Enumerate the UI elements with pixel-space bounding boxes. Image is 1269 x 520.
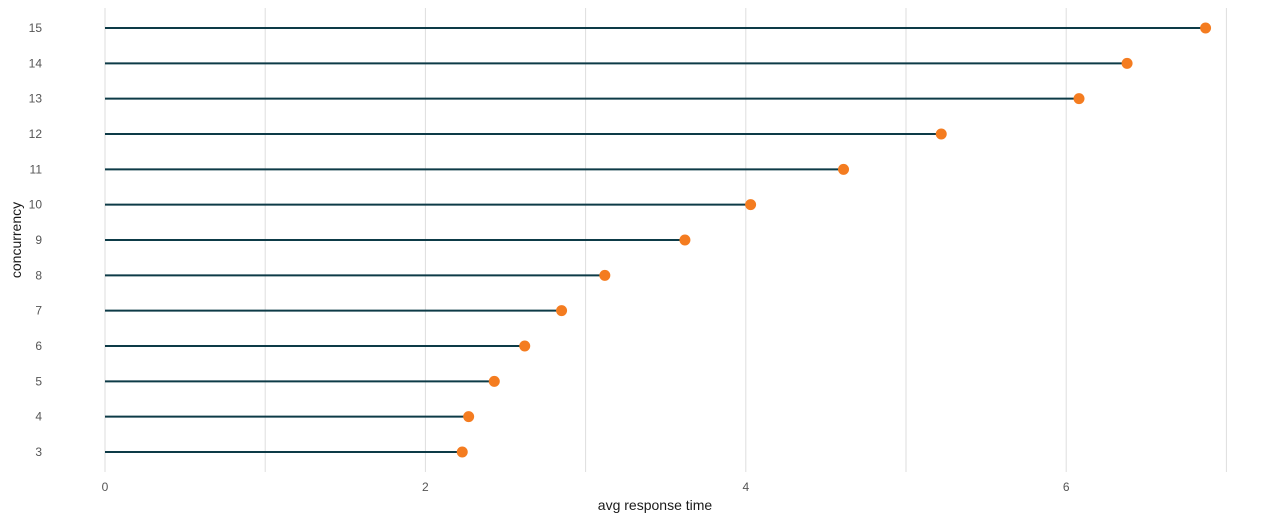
- lollipop-point-15: [1200, 22, 1212, 34]
- y-tick-label-14: 14: [29, 56, 43, 70]
- y-tick-label-15: 15: [29, 21, 43, 35]
- lollipop-point-12: [935, 128, 947, 140]
- x-tick-label-0: 0: [102, 480, 109, 494]
- x-tick-label-2: 2: [422, 480, 429, 494]
- stem-layer: [105, 27, 1206, 453]
- lollipop-point-5: [488, 375, 500, 387]
- lollipop-point-13: [1073, 93, 1085, 105]
- lollipop-point-11: [838, 163, 850, 175]
- lollipop-point-6: [519, 340, 531, 352]
- y-tick-label-4: 4: [35, 410, 42, 424]
- y-tick-label-9: 9: [35, 233, 42, 247]
- y-tick-label-3: 3: [35, 445, 42, 459]
- y-tick-label-7: 7: [35, 304, 42, 318]
- x-axis-ticks: 0 2 4 6: [102, 480, 1070, 494]
- lollipop-point-9: [679, 234, 691, 246]
- x-tick-label-6: 6: [1063, 480, 1070, 494]
- lollipop-point-10: [745, 199, 757, 211]
- y-tick-label-11: 11: [30, 162, 43, 176]
- x-tick-label-4: 4: [742, 480, 749, 494]
- y-tick-label-12: 12: [29, 127, 43, 141]
- y-tick-label-10: 10: [29, 198, 43, 212]
- lollipop-point-14: [1121, 57, 1133, 69]
- x-axis-title: avg response time: [598, 497, 713, 513]
- point-layer: [456, 22, 1212, 458]
- y-tick-label-5: 5: [35, 374, 42, 388]
- lollipop-point-7: [556, 305, 568, 317]
- lollipop-point-8: [599, 269, 611, 281]
- y-tick-label-6: 6: [35, 339, 42, 353]
- y-tick-label-13: 13: [29, 92, 43, 106]
- y-axis-title: concurrency: [8, 202, 24, 278]
- lollipop-point-4: [463, 411, 475, 423]
- y-tick-label-8: 8: [35, 268, 42, 282]
- y-axis-ticks: 3 4 5 6 7 8 9 10 11 12 13 14 15: [29, 21, 43, 459]
- lollipop-point-3: [456, 446, 468, 458]
